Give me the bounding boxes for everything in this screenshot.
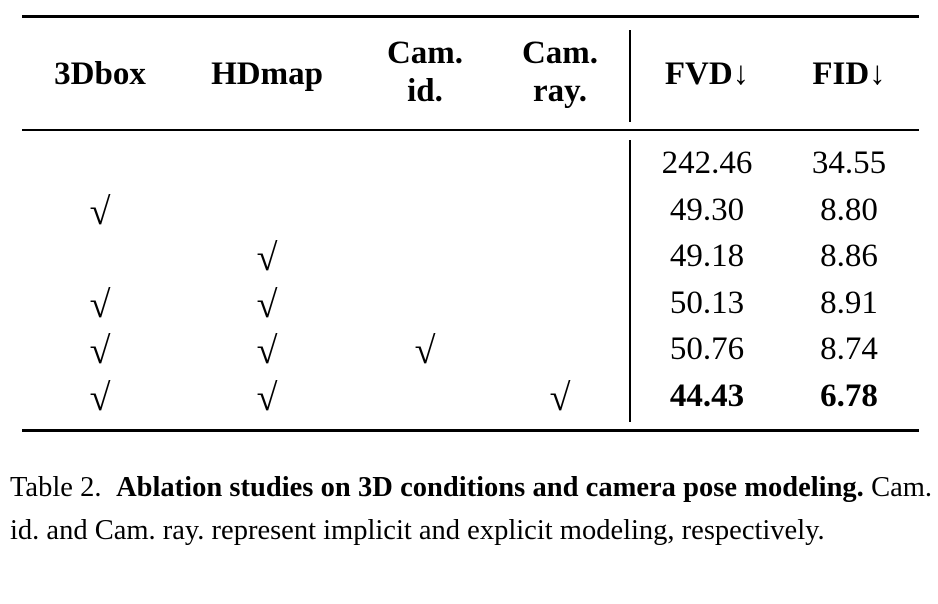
cell-fvd: 50.76 (669, 331, 745, 368)
cell-hdmap: √ (256, 283, 278, 326)
header-column-separator (629, 30, 631, 122)
cell-fid: 34.55 (811, 145, 887, 181)
caption-label: Table 2. (10, 472, 102, 503)
cell-hdmap: √ (256, 237, 278, 280)
header-fid: FID↓ (812, 56, 886, 92)
cell-fvd: 49.18 (669, 238, 745, 275)
table-top-rule (22, 15, 919, 18)
cell-cam-ray: √ (549, 377, 571, 419)
body-column-separator (629, 140, 631, 422)
table-caption: Table 2. Ablation studies on 3D conditio… (10, 466, 932, 552)
header-hdmap: HDmap (211, 56, 323, 92)
caption-title: Ablation studies on 3D conditions and ca… (116, 472, 864, 503)
header-3dbox: 3Dbox (54, 56, 146, 92)
cell-fvd: 44.43 (669, 378, 745, 414)
cell-3dbox: √ (89, 377, 111, 419)
cell-cam-id: √ (414, 330, 436, 373)
cell-3dbox: √ (89, 283, 111, 326)
cell-fvd: 50.13 (669, 284, 745, 321)
cell-fid: 8.86 (820, 238, 878, 275)
cell-fid: 8.91 (820, 284, 878, 321)
table-bottom-rule (22, 429, 919, 432)
cell-3dbox: √ (89, 190, 111, 233)
cell-fid: 6.78 (820, 378, 878, 414)
cell-hdmap: √ (256, 330, 278, 373)
caption-text: Cam. id. and Cam. ray. represent implici… (10, 472, 933, 546)
header-fvd: FVD↓ (664, 56, 750, 92)
cell-fid: 8.80 (820, 191, 878, 228)
cell-fvd: 242.46 (661, 145, 753, 181)
cell-3dbox: √ (89, 330, 111, 373)
header-cam-ray: Cam. ray. (521, 35, 599, 109)
cell-fid: 8.74 (820, 331, 878, 368)
table-header-rule (22, 129, 919, 131)
cell-fvd: 49.30 (669, 191, 745, 228)
cell-hdmap: √ (256, 377, 278, 419)
header-cam-id: Cam. id. (386, 35, 464, 109)
